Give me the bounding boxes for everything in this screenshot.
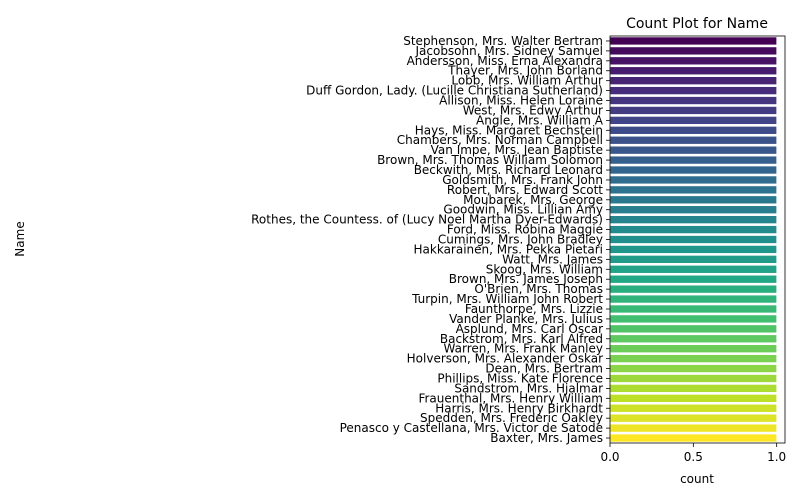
- bar: [609, 86, 777, 95]
- chart-title: Count Plot for Name: [626, 16, 768, 32]
- y-tick-label: Lobb, Mrs. William Arthur: [451, 74, 603, 88]
- y-tick-labels: Stephenson, Mrs. Walter BertramJacobsohn…: [251, 34, 610, 445]
- bar: [609, 245, 777, 254]
- y-tick-label: Penasco y Castellana, Mrs. Victor de Sat…: [340, 421, 603, 435]
- bar: [609, 165, 777, 175]
- y-tick-label: Thayer, Mrs. John Borland: [447, 64, 603, 78]
- y-tick-label: Rothes, the Countess. of (Lucy Noel Mart…: [251, 213, 603, 227]
- y-tick-label: Vander Planke, Mrs. Julius: [449, 312, 603, 326]
- y-tick-label: West, Mrs. Edwy Arthur: [463, 103, 603, 117]
- bar: [609, 304, 777, 314]
- y-tick-label: Hakkarainen, Mrs. Pekka Pietari: [414, 242, 604, 256]
- bar: [609, 394, 777, 403]
- bar: [609, 255, 777, 264]
- bar: [609, 96, 777, 105]
- bar: [609, 76, 777, 85]
- y-tick-label: Warren, Mrs. Frank Manley: [444, 342, 603, 356]
- y-tick-label: Brown, Mrs. Thomas William Solomon: [377, 153, 603, 167]
- bar: [609, 433, 777, 443]
- bar: [609, 135, 777, 145]
- y-tick-label: Phillips, Miss. Kate Florence: [437, 371, 603, 385]
- y-tick-label: Backstrom, Mrs. Karl Alfred: [440, 332, 603, 346]
- y-tick-label: Beckwith, Mrs. Richard Leonard: [414, 163, 603, 177]
- y-tick-label: Sandstrom, Mrs. Hjalmar: [454, 381, 603, 395]
- bar: [609, 344, 777, 353]
- x-tick-label: 1.0: [767, 450, 786, 464]
- y-tick-label: Ford, Miss. Robina Maggie: [447, 223, 603, 237]
- y-tick-label: Goodwin, Miss. Lillian Amy: [443, 203, 603, 217]
- bar: [609, 116, 777, 125]
- bar: [609, 66, 777, 76]
- bar: [609, 225, 777, 234]
- bar: [609, 265, 777, 274]
- bar: [609, 294, 777, 304]
- y-tick-label: Duff Gordon, Lady. (Lucille Christiana S…: [306, 84, 603, 98]
- bar: [609, 324, 777, 334]
- bar: [609, 46, 777, 56]
- y-tick-label: Spedden, Mrs. Frederic Oakley: [420, 411, 603, 425]
- x-axis-label: count: [680, 472, 714, 486]
- y-tick-label: Goldsmith, Mrs. Frank John: [442, 173, 603, 187]
- y-tick-label: Asplund, Mrs. Carl Oscar: [456, 322, 604, 336]
- bar: [609, 423, 777, 433]
- y-tick-label: Cumings, Mrs. John Bradley: [438, 233, 603, 247]
- bar: [609, 403, 777, 413]
- bar: [609, 235, 777, 244]
- bar: [609, 126, 777, 135]
- y-tick-label: Watt, Mrs. James: [502, 252, 603, 266]
- y-tick-label: Jacobsohn, Mrs. Sidney Samuel: [414, 44, 603, 58]
- bar: [609, 185, 777, 195]
- bar: [609, 195, 777, 205]
- bar: [609, 334, 777, 344]
- bar: [609, 384, 777, 393]
- bar: [609, 374, 777, 383]
- y-tick-label: Van Impe, Mrs. Jean Baptiste: [431, 143, 603, 157]
- bar: [609, 155, 777, 165]
- bar: [609, 354, 777, 363]
- bar: [609, 205, 777, 214]
- bar: [609, 284, 777, 294]
- y-tick-label: Moubarek, Mrs. George: [463, 193, 603, 207]
- y-tick-label: Stephenson, Mrs. Walter Bertram: [403, 34, 603, 48]
- y-tick-label: Skoog, Mrs. William: [486, 262, 603, 276]
- y-tick-label: Allison, Miss. Helen Loraine: [439, 94, 603, 108]
- y-tick-label: O'Brien, Mrs. Thomas: [474, 282, 603, 296]
- bar: [609, 413, 777, 423]
- bar: [609, 314, 777, 324]
- bar: [609, 145, 777, 155]
- bar: [609, 175, 777, 185]
- x-axis: 0.0 0.5 1.0: [600, 443, 786, 464]
- y-tick-label: Faunthorpe, Mrs. Lizzie: [465, 302, 603, 316]
- y-tick-label: Hays, Miss. Margaret Bechstein: [415, 123, 603, 137]
- y-tick-label: Brown, Mrs. James Joseph: [449, 272, 603, 286]
- bar: [609, 106, 777, 115]
- x-tick-label: 0.5: [684, 450, 703, 464]
- y-axis-label: Name: [13, 221, 27, 256]
- y-tick-label: Holverson, Mrs. Alexander Oskar: [407, 352, 603, 366]
- bar: [609, 36, 777, 46]
- y-tick-label: Andersson, Miss. Erna Alexandra: [407, 54, 603, 68]
- x-tick-label: 0.0: [600, 450, 619, 464]
- plot-area: [609, 35, 786, 444]
- y-tick-label: Chambers, Mrs. Norman Campbell: [397, 133, 603, 147]
- y-tick-label: Dean, Mrs. Bertram: [485, 362, 603, 376]
- y-tick-label: Robert, Mrs. Edward Scott: [447, 183, 603, 197]
- y-tick-label: Harris, Mrs. Henry Birkhardt: [435, 401, 603, 415]
- bar: [609, 215, 777, 224]
- y-tick-label: Baxter, Mrs. James: [490, 431, 603, 445]
- bar: [609, 364, 777, 373]
- bar: [609, 274, 777, 284]
- y-tick-label: Turpin, Mrs. William John Robert: [411, 292, 603, 306]
- y-tick-label: Angle, Mrs. William A: [476, 113, 604, 127]
- y-tick-label: Frauenthal, Mrs. Henry William: [418, 391, 603, 405]
- bar: [609, 56, 777, 66]
